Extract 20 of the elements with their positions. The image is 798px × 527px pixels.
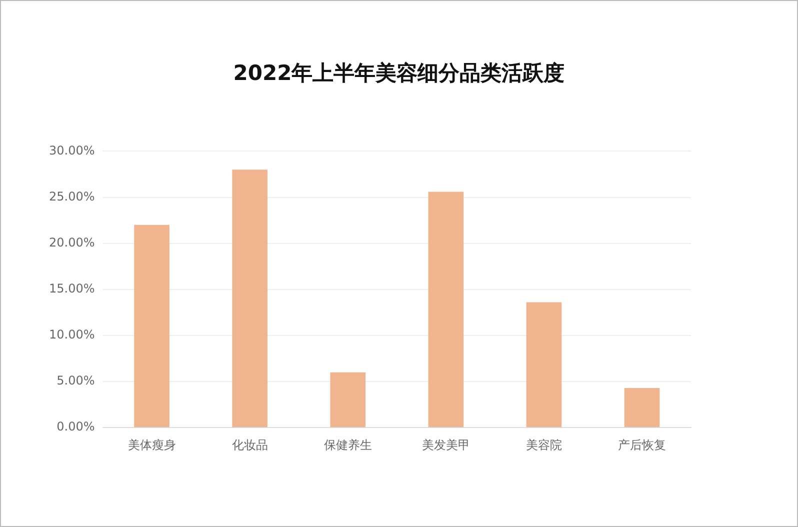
x-tick-label: 保健养生 [324, 438, 372, 452]
y-tick-label: 20.00% [48, 235, 95, 250]
y-tick-label: 10.00% [48, 328, 95, 342]
y-tick-label: 25.00% [48, 189, 95, 204]
y-tick-label: 15.00% [48, 282, 95, 296]
bar [232, 170, 268, 428]
y-tick-label: 30.00% [48, 143, 95, 158]
x-tick-label: 美发美甲 [422, 438, 470, 452]
x-tick-label: 美体瘦身 [128, 438, 176, 452]
chart-title: 2022年上半年美容细分品类活跃度 [232, 60, 566, 87]
x-tick-label: 美容院 [526, 438, 562, 452]
bar [330, 372, 366, 428]
bar [134, 224, 170, 428]
bar [526, 302, 562, 428]
bar [624, 388, 660, 428]
x-tick-label: 产后恢复 [618, 438, 666, 452]
y-tick-label: 0.00% [56, 420, 95, 434]
bar [428, 192, 464, 428]
x-tick-label: 化妆品 [232, 438, 268, 452]
y-tick-label: 5.00% [56, 374, 95, 388]
